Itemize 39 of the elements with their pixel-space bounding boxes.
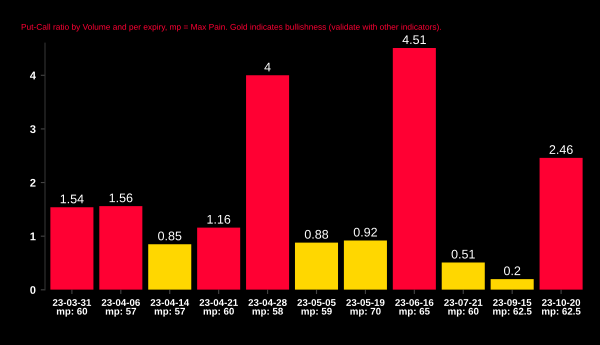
- data-label: 1.56: [110, 193, 132, 202]
- data-label: 1.16: [207, 214, 230, 224]
- bar: [50, 207, 94, 290]
- data-label: 0.2: [504, 266, 520, 276]
- x-tick-label: 23-04-06 mp: 57: [102, 299, 140, 317]
- data-label: 0.85: [158, 232, 182, 240]
- x-tick-label: 23-09-15 mp: 62.5: [493, 299, 532, 317]
- data-label: 1.54: [60, 194, 84, 204]
- x-tick-label: 23-03-31 mp: 60: [52, 299, 92, 317]
- bar: [148, 244, 192, 290]
- x-tick-label: 23-06-16 mp: 65: [395, 299, 434, 317]
- bar: [197, 228, 240, 290]
- x-tick-label: 23-05-05 mp: 59: [297, 299, 336, 317]
- bar: [344, 240, 387, 290]
- bar: [392, 48, 436, 290]
- bar: [490, 279, 534, 290]
- x-tick-label: 23-10-20 mp: 62.5: [542, 299, 581, 317]
- bar: [442, 262, 485, 290]
- y-tick-label: 0: [30, 286, 36, 294]
- x-tick-label: 23-07-21 mp: 60: [444, 299, 482, 317]
- bar: [540, 158, 583, 290]
- data-label: 4: [264, 62, 271, 72]
- data-label: 4.51: [402, 35, 426, 44]
- data-label: 0.88: [304, 230, 328, 239]
- y-tick-label: 3: [30, 125, 36, 134]
- y-tick-label: 1: [30, 232, 36, 240]
- data-label: 2.46: [550, 145, 573, 154]
- x-tick-label: 23-05-19 mp: 70: [346, 299, 385, 317]
- x-tick-label: 23-04-28 mp: 58: [248, 299, 287, 317]
- bar: [246, 75, 290, 290]
- data-label: 0.92: [354, 228, 377, 237]
- chart-subtitle: Put-Call ratio by Volume and per expiry, mp = Max Pain. Gold indicates bullishness (validate with other indicators).: [22, 24, 441, 32]
- bar: [294, 242, 338, 290]
- x-tick-label: 23-04-21 mp: 60: [200, 299, 238, 317]
- y-tick-label: 2: [30, 178, 36, 187]
- data-label: 0.51: [452, 250, 475, 259]
- bar: [99, 206, 142, 290]
- y-tick-label: 4: [30, 72, 36, 80]
- x-tick-label: 23-04-14 mp: 57: [150, 299, 190, 317]
